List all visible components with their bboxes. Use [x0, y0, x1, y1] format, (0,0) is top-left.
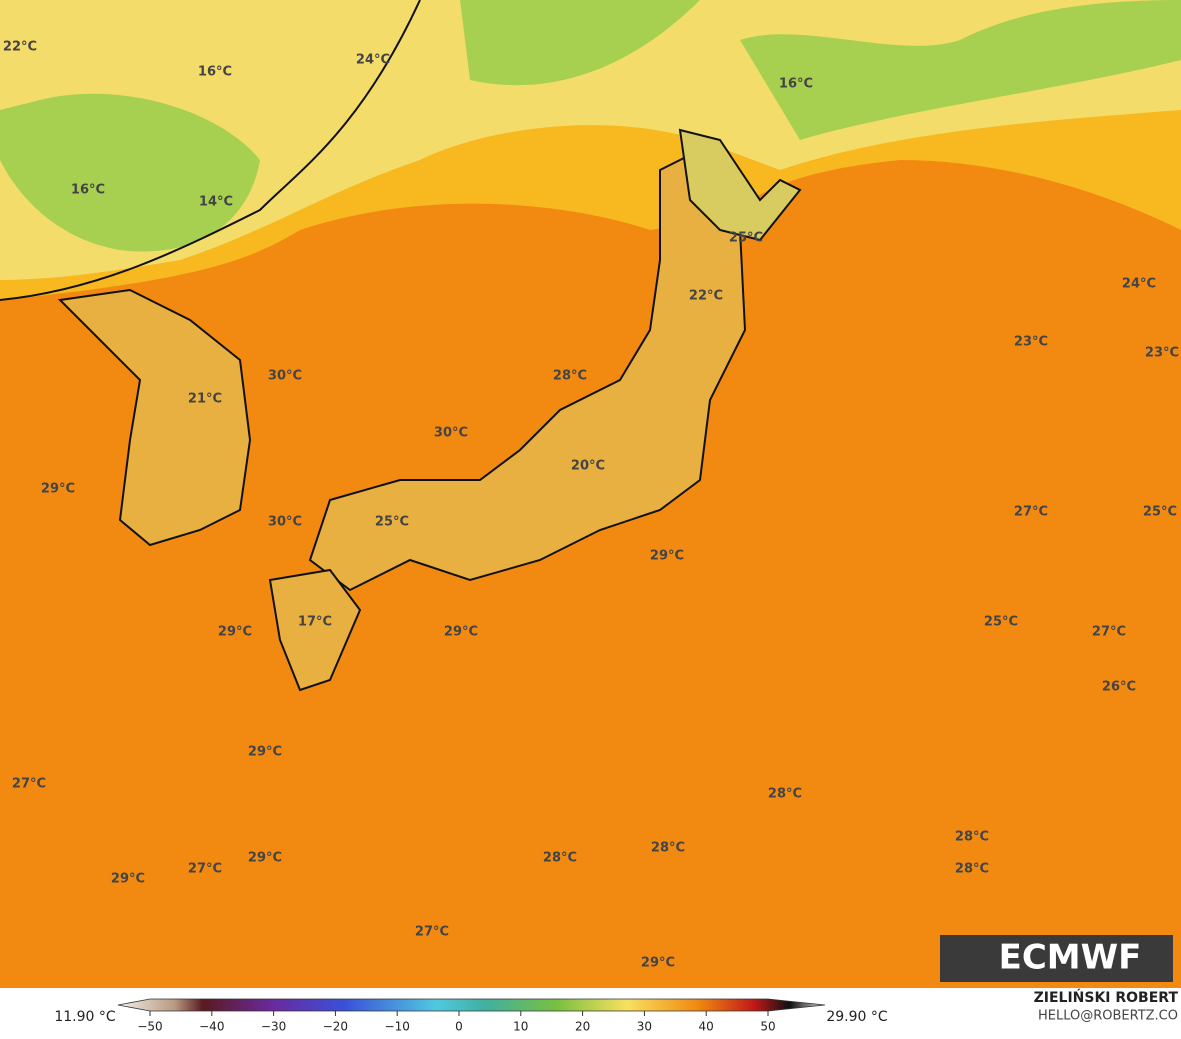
temperature-label: 20°C	[571, 459, 605, 474]
temperature-label: 29°C	[248, 745, 282, 760]
temperature-label: 28°C	[651, 841, 685, 856]
colorbar	[117, 998, 826, 1012]
temperature-label: 28°C	[768, 787, 802, 802]
temperature-label: 24°C	[356, 53, 390, 68]
colorbar-tick-label: 40	[699, 1020, 714, 1034]
temperature-label: 28°C	[543, 851, 577, 866]
temperature-label: 25°C	[375, 515, 409, 530]
colorbar-tick-label: −10	[385, 1020, 410, 1034]
temperature-label: 23°C	[1145, 346, 1179, 361]
temperature-label: 23°C	[1014, 335, 1048, 350]
map	[0, 0, 1181, 988]
temperature-label: 30°C	[268, 369, 302, 384]
japan-kyushu	[268, 568, 362, 692]
colorbar-tick-label: −30	[261, 1020, 286, 1034]
temperature-label: 25°C	[1143, 505, 1177, 520]
temperature-label: 30°C	[268, 515, 302, 530]
temperature-label: 22°C	[3, 40, 37, 55]
temperature-label: 27°C	[1014, 505, 1048, 520]
colorbar-tick-label: 10	[513, 1020, 528, 1034]
temperature-label: 27°C	[415, 925, 449, 940]
temperature-label: 28°C	[553, 369, 587, 384]
logo: ECMWF	[999, 938, 1142, 978]
japan-hokkaido	[678, 128, 802, 242]
colorbar-tick-label: 50	[760, 1020, 775, 1034]
temperature-label: 29°C	[218, 625, 252, 640]
temperature-label: 27°C	[188, 862, 222, 877]
temperature-label: 27°C	[12, 777, 46, 792]
temperature-label: 29°C	[444, 625, 478, 640]
logo-box	[940, 935, 1173, 982]
temperature-label: 22°C	[689, 289, 723, 304]
temperature-label: 16°C	[779, 77, 813, 92]
temperature-label: 29°C	[248, 851, 282, 866]
korea	[57, 288, 252, 547]
temperature-label: 29°C	[111, 872, 145, 887]
credit-contact: HELLO@ROBERTZ.CO	[1038, 1009, 1178, 1024]
temperature-label: 25°C	[984, 615, 1018, 630]
colorbar-min: 11.90 °C	[54, 1009, 116, 1025]
japan-honshu	[308, 148, 747, 592]
colorbar-tick-label: −20	[323, 1020, 348, 1034]
temperature-label: 26°C	[1102, 680, 1136, 695]
credit-author: ZIELIŃSKI ROBERT	[1034, 988, 1179, 1006]
coastline	[0, 0, 421, 301]
colorbar-max: 29.90 °C	[826, 1009, 888, 1025]
temperature-label: 17°C	[298, 615, 332, 630]
warm-green-areas	[0, 0, 1181, 252]
colorbar-tick-label: 30	[637, 1020, 652, 1034]
temperature-label: 28°C	[955, 862, 989, 877]
temperature-label: 24°C	[1122, 277, 1156, 292]
temperature-label: 16°C	[198, 65, 232, 80]
temperature-label: 14°C	[199, 195, 233, 210]
temperature-label: 29°C	[650, 549, 684, 564]
colorbar-tick-label: −40	[199, 1020, 224, 1034]
temperature-label: 27°C	[1092, 625, 1126, 640]
temperature-labels: 22°C 16°C 24°C 16°C 16°C 14°C 25°C 22°C 24°C 23°C…	[3, 40, 1179, 971]
temperature-label: 29°C	[41, 482, 75, 497]
temperature-label: 28°C	[955, 830, 989, 845]
colorbar-tick-label: 0	[455, 1020, 463, 1034]
temperature-label: 25°C	[729, 231, 763, 246]
temperature-label: 29°C	[641, 956, 675, 971]
temperature-label: 30°C	[434, 426, 468, 441]
colorbar-tick-label: 20	[575, 1020, 590, 1034]
temperature-label: 16°C	[71, 183, 105, 198]
temperature-label: 21°C	[188, 392, 222, 407]
colorbar-tick-label: −50	[137, 1020, 162, 1034]
